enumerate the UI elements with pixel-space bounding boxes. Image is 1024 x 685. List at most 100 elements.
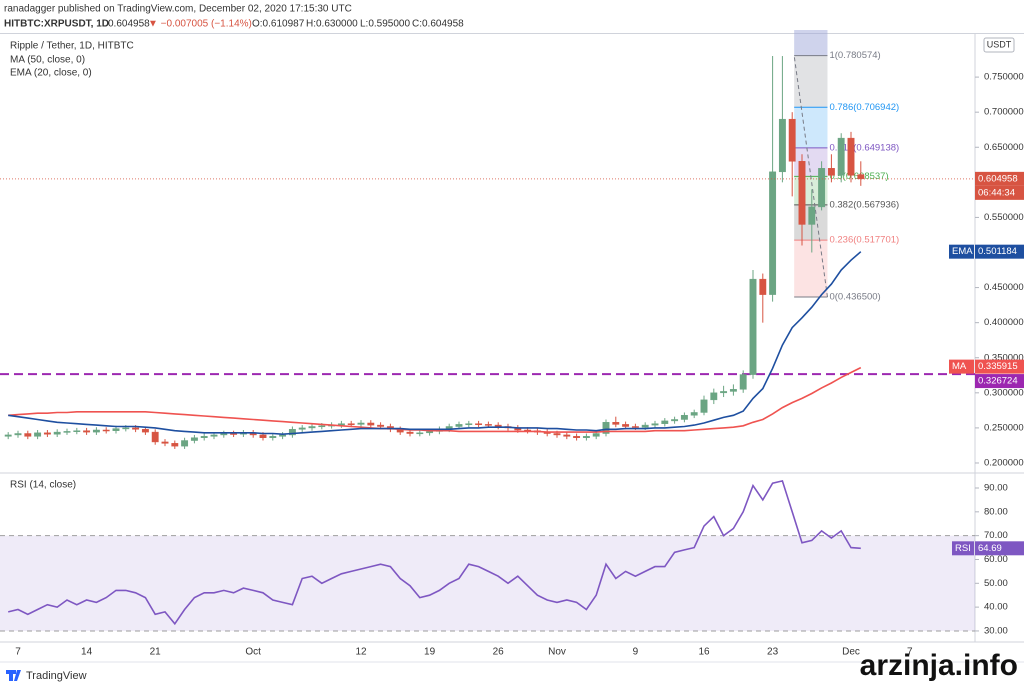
candle-body [347, 423, 355, 425]
y-tick-label: 0.450000 [984, 282, 1024, 293]
fib-label: 0.236(0.517701) [829, 235, 899, 246]
fib-band [794, 55, 828, 108]
candle-body [161, 441, 169, 444]
x-tick-label: 12 [355, 647, 367, 658]
author-line: ranadagger published on TradingView.com,… [4, 4, 352, 15]
legend-ma: MA (50, close, 0) [10, 55, 85, 66]
candle-body [200, 436, 208, 438]
x-tick-label: Oct [245, 647, 261, 658]
fib-label: 0.382(0.567936) [829, 199, 899, 210]
candle-body [171, 443, 179, 447]
fib-label: 1(0.780574) [829, 50, 880, 61]
candle-body [416, 432, 424, 435]
brand-logo [6, 670, 21, 681]
candle-body [190, 437, 198, 441]
x-tick-label: 21 [150, 647, 162, 658]
frame [0, 33, 1024, 34]
candle-body [847, 137, 855, 176]
fib-label: 0.618(0.649138) [829, 142, 899, 153]
plot: 7 14 21 Oct 12 19 26 Nov 9 16 23 Dec 7 1(0.780574) 0.7… [0, 30, 1024, 658]
series-tag-value-bg [975, 541, 1024, 556]
y-tick-label: 0.400000 [984, 317, 1024, 328]
symbol: HITBTC:XRPUSDT, 1D [4, 19, 109, 30]
fib-extension [794, 30, 828, 56]
y-tick-label: 0.700000 [984, 107, 1024, 118]
candle-body [827, 168, 835, 176]
y-tick-label: 90.00 [984, 483, 1008, 494]
price-tag-bg [975, 171, 1024, 186]
y-tick-label: 60.00 [984, 554, 1008, 565]
candle-body [141, 429, 149, 433]
candle-body [494, 424, 502, 427]
high: H:0.630000 [306, 19, 358, 30]
y-tick-label: 0.550000 [984, 212, 1024, 223]
candle-body [298, 427, 306, 430]
series-tag-name-bg [949, 244, 974, 259]
candle-body [631, 426, 639, 428]
series-tag-name-bg [952, 541, 974, 556]
candle-body [377, 424, 385, 427]
candle-body [73, 430, 81, 432]
series-tag-name: RSI [955, 543, 971, 554]
candle-body [700, 399, 708, 413]
series-line [8, 366, 862, 433]
series-line [8, 479, 861, 626]
candle-body [83, 430, 91, 433]
candle-body [808, 206, 816, 225]
candle-body [357, 422, 365, 425]
candle-body [592, 433, 600, 437]
candle-body [563, 434, 571, 437]
y-tick-label: 70.00 [984, 530, 1008, 541]
candle-body [651, 423, 659, 426]
series-line [8, 251, 862, 436]
candle-body [318, 425, 326, 428]
x-tick-label: 19 [424, 647, 436, 658]
candle-body [43, 432, 51, 435]
currency-box[interactable] [983, 37, 1015, 53]
y-tick-label: 0.200000 [984, 457, 1024, 468]
x-tick-label: 16 [698, 647, 710, 658]
x-tick-label: Dec [842, 647, 860, 658]
candle-body [553, 433, 561, 436]
fib-band [794, 107, 828, 148]
low: L:0.595000 [360, 19, 410, 30]
candle-body [759, 278, 767, 295]
candle-body [279, 434, 287, 437]
candle-body [269, 436, 277, 438]
y-tick-label: 0.350000 [984, 352, 1024, 363]
candle-body [406, 431, 414, 434]
change: ▼ −0.007005 (−1.14%) [148, 19, 252, 30]
x-tick-label: 7 [15, 647, 21, 658]
open: O:0.610987 [252, 19, 305, 30]
candle-body [230, 433, 238, 435]
candle-body [671, 419, 679, 422]
candle-body [151, 431, 159, 443]
candle-body [690, 412, 698, 416]
fib-band [794, 240, 828, 298]
y-tick-label: 30.00 [984, 625, 1008, 636]
candle-body [259, 434, 267, 438]
candle-body [4, 434, 12, 437]
brand: TradingView [26, 670, 87, 682]
candle-body [426, 431, 434, 434]
candle-body [181, 440, 189, 447]
candle-body [455, 424, 463, 427]
candle-body [24, 433, 32, 437]
candle-body [367, 422, 375, 426]
y-tick-label: 80.00 [984, 506, 1008, 517]
candle-body [622, 424, 630, 427]
candle-body [710, 392, 718, 401]
level-tag: 0.326724 [978, 376, 1018, 387]
fib-label: 0.786(0.706942) [829, 102, 899, 113]
candle-body [749, 278, 757, 375]
candle-body [484, 424, 492, 426]
y-tick-label: 0.750000 [984, 72, 1024, 83]
series-tag-value: 0.501184 [978, 246, 1017, 257]
candle-body [63, 431, 71, 433]
watermark: arzinja.info [860, 649, 1018, 682]
level-tag-bg [975, 374, 1024, 389]
candle-body [92, 429, 100, 433]
x-tick-label: Nov [548, 647, 566, 658]
